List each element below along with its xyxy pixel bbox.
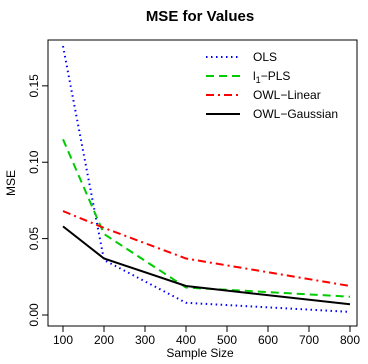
x-axis-label: Sample Size [166, 346, 234, 360]
series-line-0 [62, 45, 351, 313]
x-tick-label: 400 [176, 333, 196, 347]
y-tick-label: 0.05 [27, 227, 41, 251]
y-axis: 0.00 0.05 0.10 0.15 [27, 74, 48, 327]
plot-frame [47, 39, 358, 327]
legend-label-0: OLS [253, 50, 277, 64]
series-line-1 [62, 138, 351, 298]
x-tick-label: 100 [53, 333, 73, 347]
series-line-3 [62, 225, 351, 306]
y-tick-label: 0.00 [27, 303, 41, 327]
y-axis-label: MSE [4, 170, 18, 196]
chart-title: MSE for Values [146, 8, 254, 25]
x-tick-label: 300 [135, 333, 155, 347]
y-tick-label: 0.10 [27, 150, 41, 174]
x-tick-label: 600 [258, 333, 278, 347]
x-axis: 100 200 300 400 500 600 700 800 [53, 326, 360, 347]
legend-label-2: OWL−Linear [253, 88, 321, 102]
x-tick-label: 500 [217, 333, 237, 347]
series-layer [62, 45, 351, 313]
legend-label-3: OWL−Gaussian [253, 107, 338, 121]
x-tick-label: 700 [299, 333, 319, 347]
legend-label-1: l1−PLS [253, 69, 290, 85]
x-tick-label: 200 [94, 333, 114, 347]
x-tick-label: 800 [340, 333, 360, 347]
series-line-2 [62, 210, 351, 287]
legend: OLS l1−PLS OWL−Linear OWL−Gaussian [206, 50, 338, 121]
y-tick-label: 0.15 [27, 74, 41, 98]
